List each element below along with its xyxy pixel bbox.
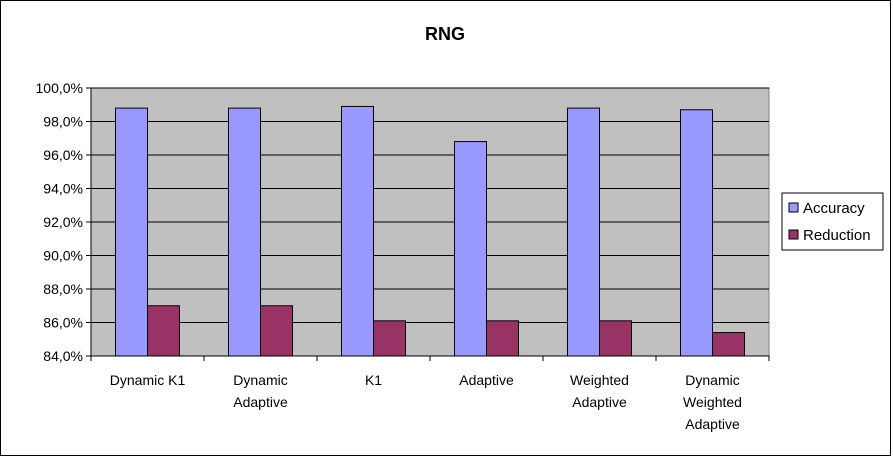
y-tick-label: 98,0% xyxy=(43,114,83,130)
y-tick-labels: 84,0% 86,0% 88,0% 90,0% 92,0% 94,0% 96,0% 98,0%… xyxy=(36,80,83,364)
x-category-label: Weighted Adaptive xyxy=(570,372,629,410)
bar-accuracy xyxy=(341,105,374,357)
legend-swatch xyxy=(788,202,799,213)
y-tick-label: 96,0% xyxy=(43,147,83,163)
bar-reduction xyxy=(147,305,180,357)
y-tick-label: 92,0% xyxy=(43,214,83,230)
axes xyxy=(86,87,770,361)
x-category-label: Dynamic K1 xyxy=(110,372,186,388)
y-tick-label: 90,0% xyxy=(43,248,83,264)
bar-reduction xyxy=(712,332,745,357)
bars xyxy=(115,105,745,357)
bar-accuracy xyxy=(454,141,487,357)
bar-accuracy xyxy=(680,109,713,357)
legend-label: Reduction xyxy=(803,227,871,244)
gridlines xyxy=(91,87,769,323)
x-category-label: Adaptive xyxy=(459,372,514,388)
legend-swatch xyxy=(788,229,799,240)
bar-accuracy xyxy=(567,107,600,357)
x-category-label: Dynamic Weighted Adaptive xyxy=(683,372,742,432)
legend-box xyxy=(781,192,884,251)
y-tick-label: 84,0% xyxy=(43,348,83,364)
bar-reduction xyxy=(260,305,293,357)
bar-reduction xyxy=(373,320,406,357)
bar-accuracy xyxy=(115,107,148,357)
x-tick-labels: Dynamic K1 Dynamic Adaptive K1 Adaptive Weigh… xyxy=(110,372,742,432)
legend-label: Accuracy xyxy=(803,200,865,217)
y-tick-label: 94,0% xyxy=(43,181,83,197)
x-category-label: Dynamic Adaptive xyxy=(233,372,288,410)
y-tick-label: 100,0% xyxy=(36,80,83,96)
bar-reduction xyxy=(486,320,519,357)
bar-accuracy xyxy=(228,107,261,357)
y-tick-label: 86,0% xyxy=(43,315,83,331)
bar-reduction xyxy=(599,320,632,357)
y-tick-label: 88,0% xyxy=(43,281,83,297)
x-category-label: K1 xyxy=(365,372,382,388)
chart-title: RNG xyxy=(425,24,465,44)
legend: Accuracy Reduction xyxy=(781,192,884,251)
